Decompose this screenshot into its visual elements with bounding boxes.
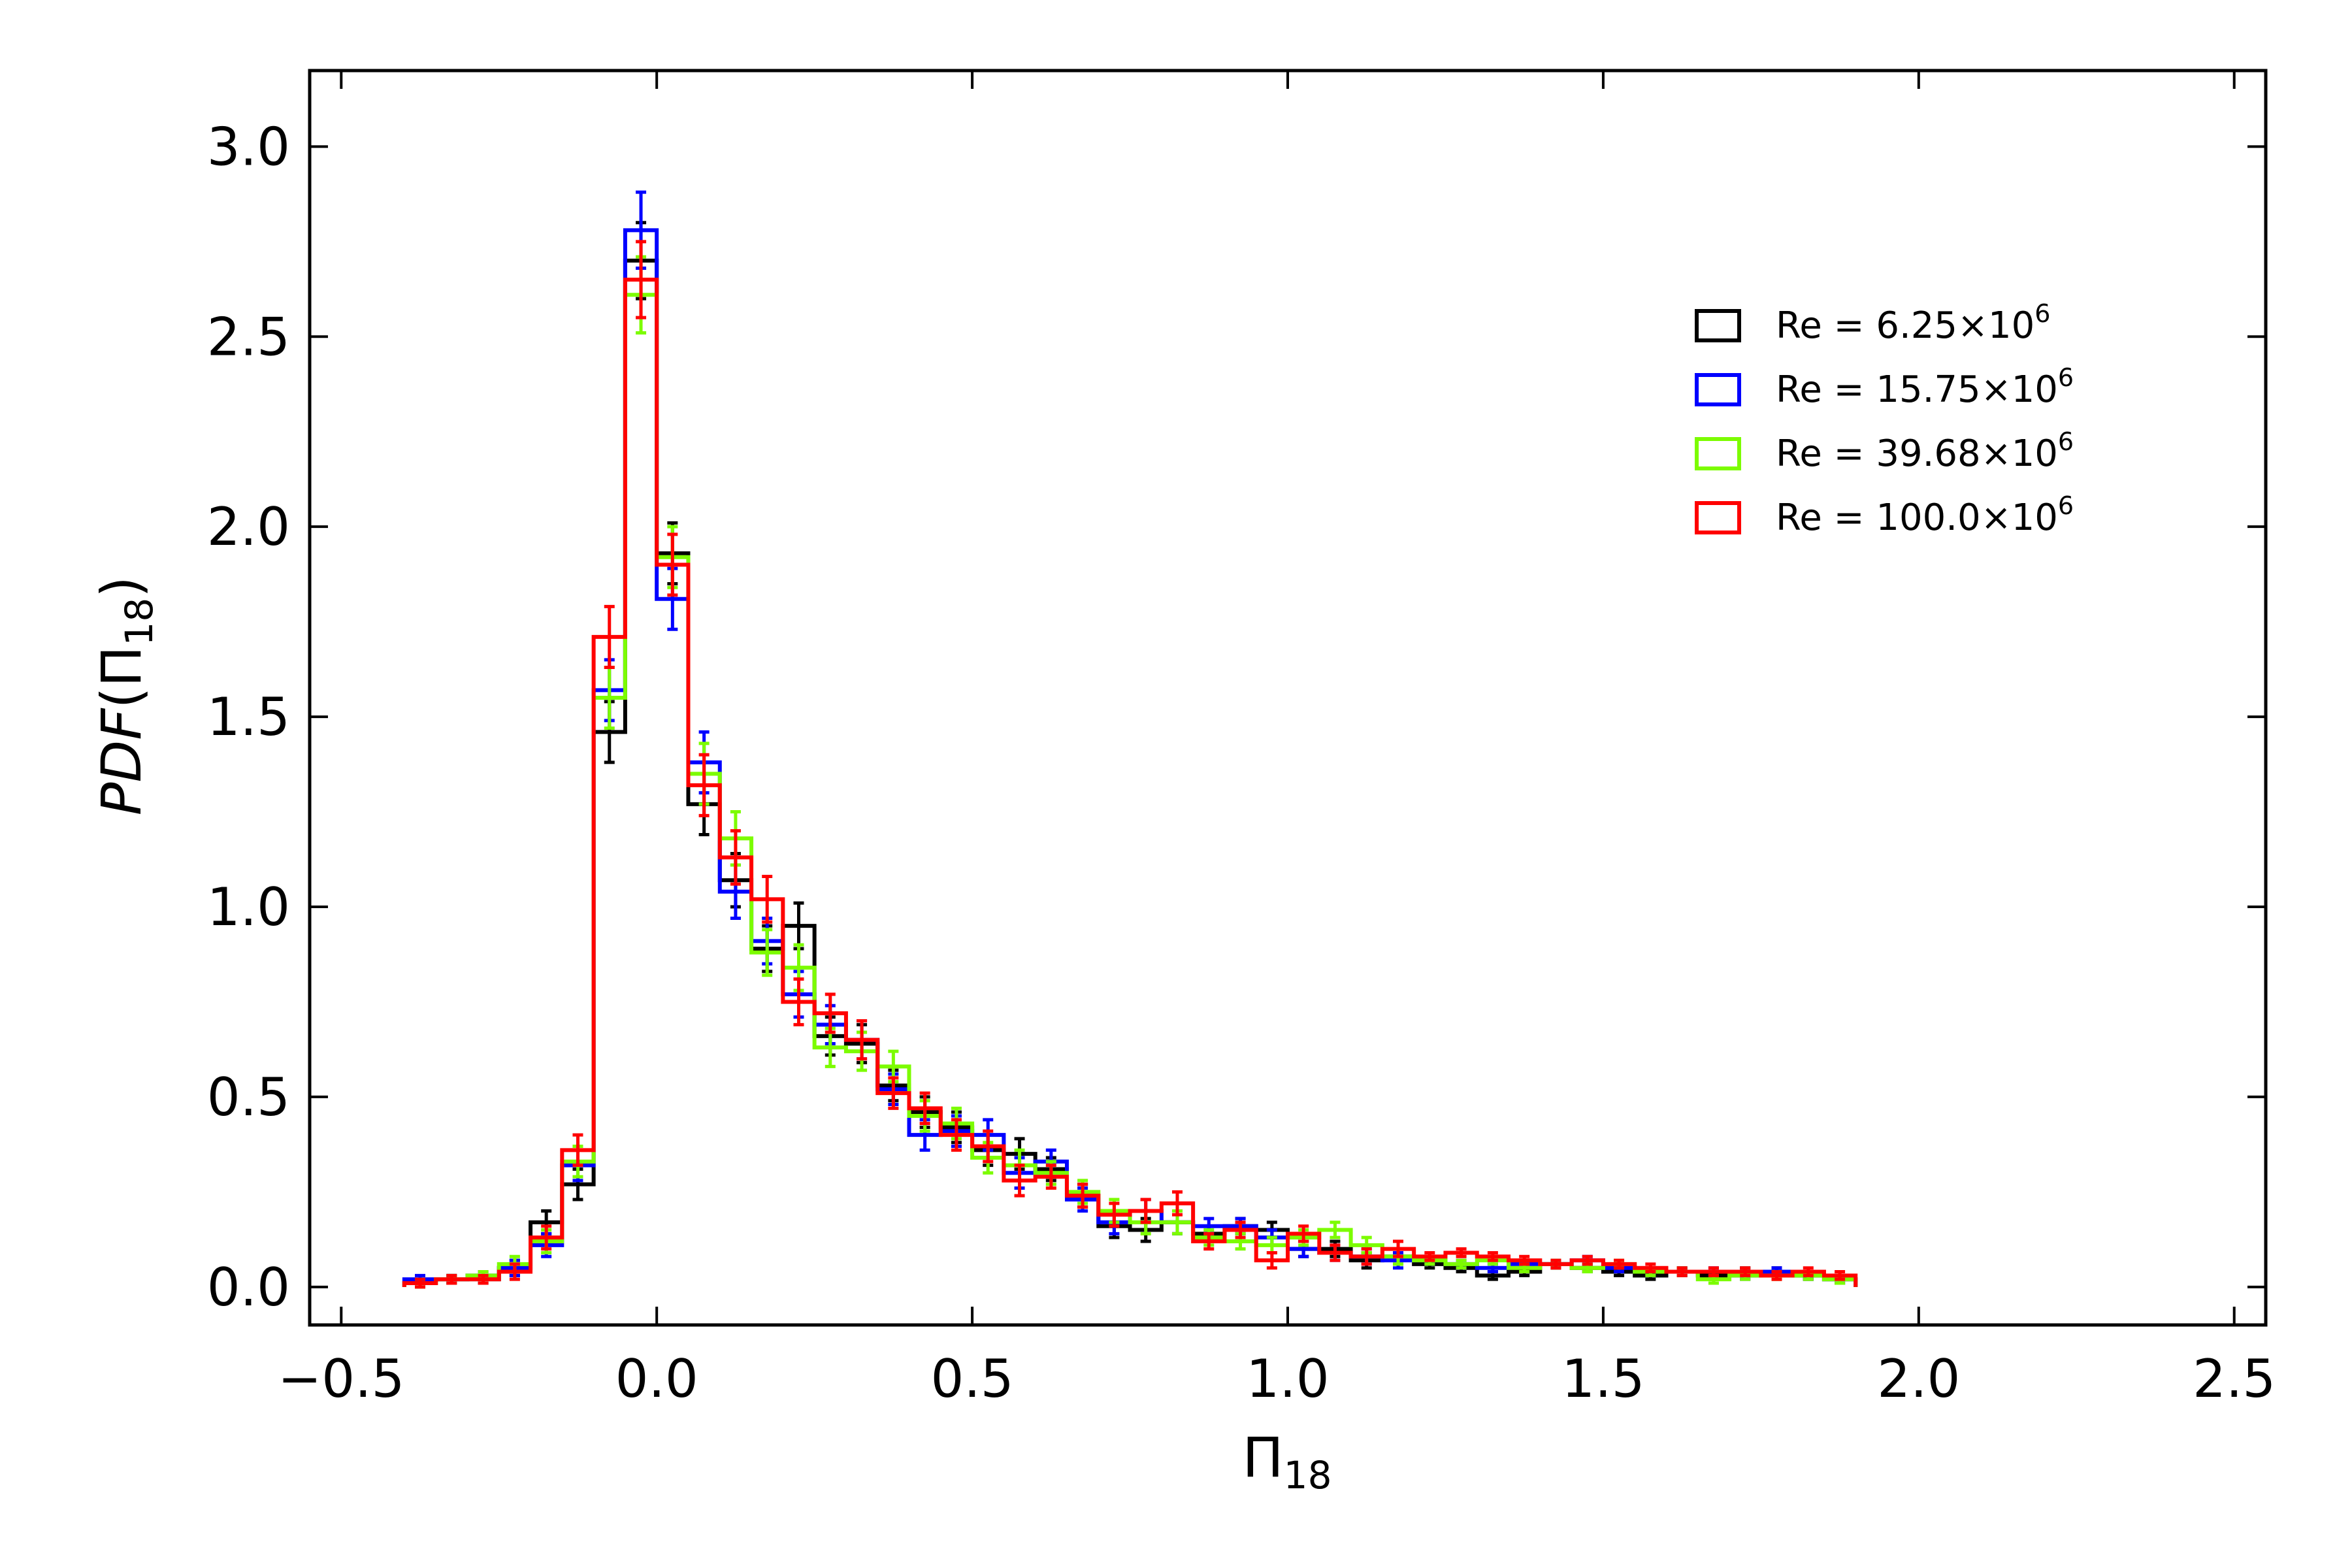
y-tick-label: 0.0 [207, 1257, 290, 1318]
y-tick-label: 1.0 [207, 877, 290, 938]
legend-swatch-black [1695, 309, 1741, 342]
legend-entry-re-6.25: Re = 6.25×106 [1695, 299, 2050, 347]
legend-swatch-blue [1695, 373, 1741, 406]
axis-ticks [310, 71, 2266, 1325]
legend-label-re-6.25: Re = 6.25×106 [1776, 299, 2050, 347]
x-axis-label-base: Π [1243, 1426, 1284, 1490]
y-axis-label-subscript: 18 [117, 598, 161, 646]
y-axis-label-open: ( [90, 687, 154, 709]
y-tick-label: 0.5 [207, 1067, 290, 1128]
x-tick-label: 0.0 [615, 1348, 698, 1409]
legend: Re = 6.25×106 Re = 15.75×106 Re = 39.68×… [1695, 299, 2074, 539]
legend-entry-re-39.68: Re = 39.68×106 [1695, 427, 2074, 475]
x-axis-label: Π18 [1243, 1426, 1332, 1497]
x-tick-label: 1.0 [1246, 1348, 1329, 1409]
x-tick-labels: −0.5 0.0 0.5 1.0 1.5 2.0 2.5 [278, 1348, 2276, 1409]
histogram-series-3 [402, 240, 1858, 1289]
y-tick-label: 2.0 [207, 497, 290, 557]
legend-label-superscript: 6 [2058, 491, 2074, 520]
x-tick-label: 1.5 [1561, 1348, 1644, 1409]
x-tick-label: 0.5 [930, 1348, 1013, 1409]
legend-swatch-red [1695, 501, 1741, 534]
x-tick-label: −0.5 [278, 1348, 404, 1409]
legend-label-re-39.68: Re = 39.68×106 [1776, 427, 2074, 475]
legend-label-superscript: 6 [2034, 299, 2050, 328]
y-tick-label: 2.5 [207, 306, 290, 367]
legend-label-text: Re = 6.25×10 [1776, 304, 2034, 347]
y-axis-label: PDF(Π18) [90, 576, 161, 815]
y-axis-label-close: ) [90, 576, 154, 598]
legend-entry-re-100.0: Re = 100.0×106 [1695, 491, 2074, 539]
legend-label-superscript: 6 [2058, 427, 2074, 456]
y-tick-label: 1.5 [207, 687, 290, 747]
x-tick-label: 2.0 [1877, 1348, 1960, 1409]
legend-entry-re-15.75: Re = 15.75×106 [1695, 363, 2074, 411]
x-axis-label-subscript: 18 [1284, 1453, 1332, 1497]
legend-swatch-green [1695, 437, 1741, 470]
y-tick-label: 3.0 [207, 116, 290, 177]
series-layer [402, 190, 1858, 1289]
legend-label-text: Re = 15.75×10 [1776, 368, 2058, 411]
legend-label-text: Re = 100.0×10 [1776, 497, 2058, 539]
legend-label-text: Re = 39.68×10 [1776, 433, 2058, 475]
legend-label-superscript: 6 [2058, 363, 2074, 392]
y-axis-label-base: Π [90, 645, 154, 687]
y-tick-labels: 0.0 0.5 1.0 1.5 2.0 2.5 3.0 [207, 116, 290, 1317]
legend-label-re-100.0: Re = 100.0×106 [1776, 491, 2074, 539]
x-tick-label: 2.5 [2193, 1348, 2276, 1409]
histogram-step-line [402, 278, 1858, 1287]
y-axis-label-prefix: PDF [90, 708, 154, 815]
legend-label-re-15.75: Re = 15.75×106 [1776, 363, 2074, 411]
